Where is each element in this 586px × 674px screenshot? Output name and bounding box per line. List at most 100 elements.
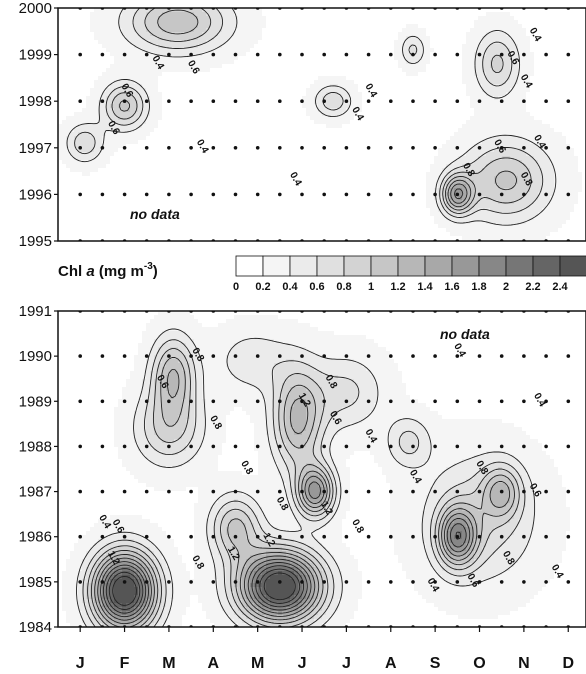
sample-dot <box>477 489 482 494</box>
top-panel-contour-labels: 0.60.4 0.60.60.40.40.40.40.80.60.80.40.40… <box>105 26 548 188</box>
sample-dot <box>122 399 127 404</box>
colorbar-tick-label: 0.4 <box>282 281 298 293</box>
sample-dot <box>122 444 127 449</box>
sample-dot <box>544 489 548 494</box>
x-tick-label: J <box>76 655 85 672</box>
sample-dot <box>411 444 415 449</box>
sample-dot <box>255 192 260 197</box>
sample-dot <box>544 99 548 103</box>
sample-dot <box>233 99 238 103</box>
sample-dot <box>300 489 304 494</box>
y-tick-label: 1996 <box>19 186 52 203</box>
sample-dot <box>499 354 504 358</box>
colorbar-swatch <box>316 255 345 277</box>
sample-dot <box>433 52 437 57</box>
sample-dot <box>499 399 504 404</box>
sample-dot <box>255 354 260 358</box>
sample-dot <box>433 192 437 197</box>
colorbar-tick-label: 0.8 <box>336 281 351 293</box>
sample-dot <box>144 146 149 150</box>
sample-dot <box>211 192 216 197</box>
sample-dot <box>322 580 327 584</box>
sample-dot <box>544 580 548 584</box>
y-tick-label: 1999 <box>19 47 52 64</box>
sample-dot <box>189 489 193 494</box>
sample-dot <box>144 399 149 404</box>
sample-dot <box>122 99 127 103</box>
sample-dot <box>144 52 149 57</box>
colorbar-swatch <box>424 255 453 277</box>
sample-dot <box>100 146 105 150</box>
sample-dot <box>433 580 437 584</box>
sample-dot <box>499 99 504 103</box>
sample-dot <box>344 399 349 404</box>
y-tick-label: 1984 <box>19 619 52 636</box>
sample-dot <box>389 354 393 358</box>
x-tick-label: M <box>162 655 175 672</box>
sample-dot <box>344 192 349 197</box>
sample-dot <box>255 52 260 57</box>
sample-dot <box>144 192 149 197</box>
sample-dot <box>189 192 193 197</box>
sample-dot <box>344 534 349 539</box>
colorbar-swatch <box>343 255 372 277</box>
y-tick-label: 1997 <box>19 140 52 157</box>
sample-dot <box>278 580 282 584</box>
sample-dot <box>255 534 260 539</box>
sample-dot <box>322 354 327 358</box>
colorbar-swatch <box>478 255 507 277</box>
y-tick-label: 1995 <box>19 233 52 250</box>
sample-dot <box>211 580 216 584</box>
sample-dot <box>300 99 304 103</box>
sample-dot <box>477 580 482 584</box>
sample-dot <box>78 52 82 57</box>
sample-dot <box>100 444 105 449</box>
top-panel-field <box>58 8 586 241</box>
sample-dot <box>189 146 193 150</box>
sample-dot <box>411 354 415 358</box>
sample-dot <box>522 99 526 103</box>
sample-dot <box>78 399 82 404</box>
sample-dot <box>300 534 304 539</box>
colorbar-swatch <box>370 255 399 277</box>
sample-dot <box>144 354 149 358</box>
sample-dot <box>566 399 571 404</box>
colorbar-swatch <box>397 255 426 277</box>
sample-dot <box>566 146 571 150</box>
sample-dot <box>344 146 349 150</box>
sample-dot <box>455 146 460 150</box>
sample-dot <box>144 489 149 494</box>
sample-dot <box>122 354 127 358</box>
contour-line <box>105 531 462 614</box>
sample-dot <box>566 52 571 57</box>
sample-dot <box>389 444 393 449</box>
colorbar-swatch <box>289 255 318 277</box>
colorbar-tick-labels: 0 0.2 0.4 0.6 0.8 1 1.2 1.4 1.6 1.8 2 2.2 2.4 <box>233 281 569 293</box>
top-panel-frame <box>57 7 586 242</box>
contour-line <box>97 475 474 625</box>
sample-dot <box>455 399 460 404</box>
colorbar-tick-label: 1.8 <box>471 281 486 293</box>
sample-dot <box>366 99 371 103</box>
x-tick-label: D <box>562 655 574 672</box>
sample-dot <box>167 580 171 584</box>
contour-line <box>82 339 526 627</box>
contour-line <box>111 8 532 214</box>
colorbar-swatches <box>235 255 586 277</box>
sample-dot <box>522 192 526 197</box>
y-tick-label: 2000 <box>19 0 52 17</box>
sample-dot <box>389 99 393 103</box>
contour-line <box>102 523 467 618</box>
sample-dot <box>189 444 193 449</box>
x-tick-label: F <box>120 655 130 672</box>
colorbar-swatch <box>262 255 291 277</box>
x-tick-label: A <box>208 655 220 672</box>
bottom-panel-y-ticks: 1984 1985 1986 1987 1988 1989 1990 1991 <box>19 303 58 636</box>
colorbar-swatch <box>505 255 534 277</box>
contour-line <box>447 179 472 208</box>
sample-dot <box>233 52 238 57</box>
sample-dot <box>167 52 171 57</box>
sample-dot <box>455 52 460 57</box>
sample-dot <box>344 354 349 358</box>
contour-line <box>453 188 464 199</box>
